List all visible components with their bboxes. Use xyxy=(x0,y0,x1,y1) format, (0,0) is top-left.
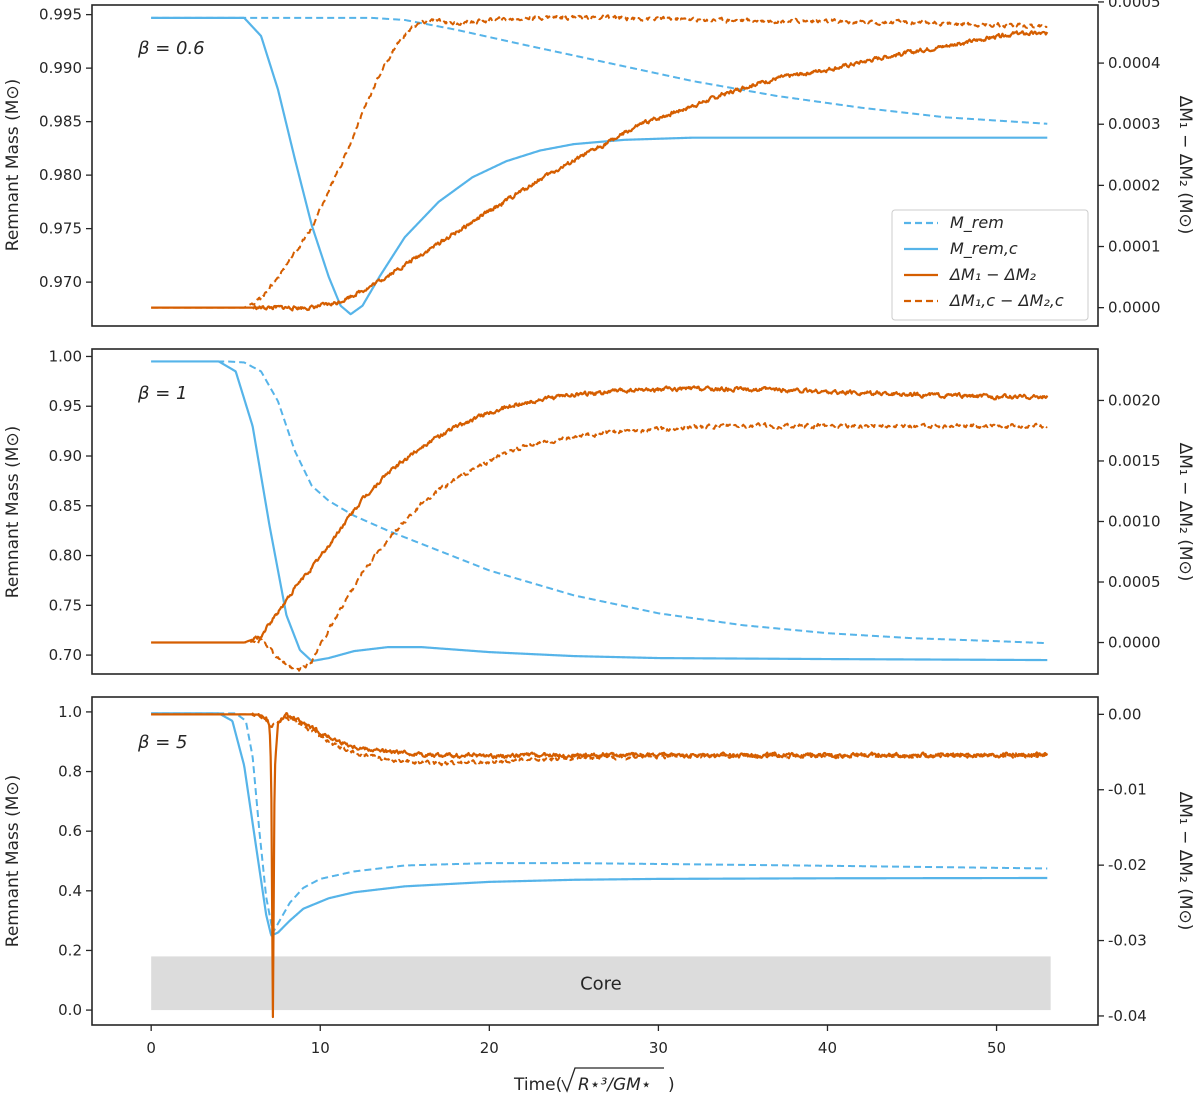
y-tick-label: 1.0 xyxy=(58,703,82,721)
y-right-tick-label: 0.0002 xyxy=(1108,176,1161,194)
series-line-m-rem xyxy=(150,360,1048,645)
y-right-tick-label: 0.0005 xyxy=(1108,0,1161,11)
y-right-tick-label: -0.03 xyxy=(1108,932,1147,950)
y-right-tick-label: 0.0015 xyxy=(1108,452,1161,470)
series-line-delta-m-c xyxy=(150,712,1048,767)
y-tick-label: 0.975 xyxy=(39,220,82,238)
y-tick-label: 0.85 xyxy=(49,497,82,515)
series-line-m-rem xyxy=(150,16,1048,125)
beta-annotation: β = 5 xyxy=(137,732,187,753)
y-tick-label: 0.990 xyxy=(39,59,82,77)
y-tick-label: 0.970 xyxy=(39,273,82,291)
y-right-tick-label: 0.0005 xyxy=(1108,573,1161,591)
x-tick-label: 20 xyxy=(480,1039,499,1057)
y-right-tick-label: 0.0010 xyxy=(1108,512,1161,530)
y-tick-label: 0.75 xyxy=(49,596,82,614)
y-right-tick-label: 0.00 xyxy=(1108,705,1141,723)
y-right-tick-label: 0.0000 xyxy=(1108,634,1161,652)
y-tick-label: 1.00 xyxy=(49,347,82,365)
sqrt-sign xyxy=(561,1067,664,1093)
y-right-tick-label: -0.02 xyxy=(1108,856,1147,874)
core-label: Core xyxy=(580,973,622,994)
x-tick-label: 50 xyxy=(987,1039,1006,1057)
x-tick-label: 10 xyxy=(311,1039,330,1057)
y-axis-label: Remnant Mass (M⊙) xyxy=(3,775,23,947)
x-axis-label-suffix: ) xyxy=(668,1075,675,1095)
y-axis-label: Remnant Mass (M⊙) xyxy=(3,426,23,598)
legend-entry: M_rem,c xyxy=(950,239,1018,259)
panel-frame xyxy=(91,348,1099,675)
legend-entry: M_rem xyxy=(950,213,1004,233)
y-axis-right-label: ΔM₁ − ΔM₂ (M⊙) xyxy=(1175,96,1195,235)
series-line-m-rem xyxy=(150,712,1048,934)
y-right-tick-label: 0.0000 xyxy=(1108,299,1161,317)
y-right-tick-label: -0.01 xyxy=(1108,781,1147,799)
core-region xyxy=(151,956,1051,1011)
y-tick-label: 0.80 xyxy=(49,547,82,565)
y-axis-right-label: ΔM₁ − ΔM₂ (M⊙) xyxy=(1175,792,1195,931)
y-tick-label: 0.0 xyxy=(58,1001,82,1019)
x-axis-label-radicand: R⋆³/GM⋆ xyxy=(578,1075,651,1095)
x-tick-label: 30 xyxy=(649,1039,668,1057)
panel-beta-1: β = 1 Remnant Mass (M⊙) ΔM₁ − ΔM₂ (M⊙) 0… xyxy=(3,347,1195,675)
series-line-m-rem-c xyxy=(150,712,1048,937)
panel-frame xyxy=(91,4,1099,327)
beta-annotation: β = 1 xyxy=(137,383,187,404)
y-tick-label: 0.70 xyxy=(49,646,82,664)
y-tick-label: 0.995 xyxy=(39,6,82,24)
series-line-delta-m-c xyxy=(150,422,1048,672)
y-tick-label: 0.985 xyxy=(39,113,82,131)
y-tick-label: 0.4 xyxy=(58,882,82,900)
series-line-delta-m-c xyxy=(150,14,1048,309)
y-right-tick-label: 0.0004 xyxy=(1108,54,1161,72)
y-tick-label: 0.6 xyxy=(58,822,82,840)
y-tick-label: 0.95 xyxy=(49,397,82,415)
y-axis-right-label: ΔM₁ − ΔM₂ (M⊙) xyxy=(1175,443,1195,582)
series-line-m-rem-c xyxy=(150,360,1048,663)
legend-entry: ΔM₁,c − ΔM₂,c xyxy=(948,291,1064,310)
series-line-delta-m xyxy=(150,385,1049,644)
panel-beta-5: β = 5 Remnant Mass (M⊙) ΔM₁ − ΔM₂ (M⊙) C… xyxy=(3,696,1195,1057)
series-line-m-rem-c xyxy=(150,16,1048,316)
x-axis-label-prefix: Time( xyxy=(513,1075,562,1095)
y-tick-label: 0.2 xyxy=(58,941,82,959)
y-tick-label: 0.90 xyxy=(49,447,82,465)
y-right-tick-label: 0.0020 xyxy=(1108,391,1161,409)
y-right-tick-label: -0.04 xyxy=(1108,1007,1147,1025)
y-axis-label: Remnant Mass (M⊙) xyxy=(3,79,23,251)
x-tick-label: 40 xyxy=(818,1039,837,1057)
panel-frame xyxy=(91,696,1099,1026)
x-axis-label: Time( R⋆³/GM⋆ ) xyxy=(513,1067,675,1095)
y-tick-label: 0.8 xyxy=(58,763,82,781)
legend-box xyxy=(891,209,1089,321)
panel-beta-0.6: β = 0.6 Remnant Mass (M⊙) ΔM₁ − ΔM₂ (M⊙)… xyxy=(3,0,1195,327)
y-right-tick-label: 0.0003 xyxy=(1108,115,1161,133)
beta-annotation: β = 0.6 xyxy=(137,38,205,59)
y-tick-label: 0.980 xyxy=(39,166,82,184)
y-right-tick-label: 0.0001 xyxy=(1108,238,1161,256)
legend-entry: ΔM₁ − ΔM₂ xyxy=(948,265,1036,284)
x-tick-label: 0 xyxy=(146,1039,156,1057)
series-line-delta-m xyxy=(150,30,1049,312)
